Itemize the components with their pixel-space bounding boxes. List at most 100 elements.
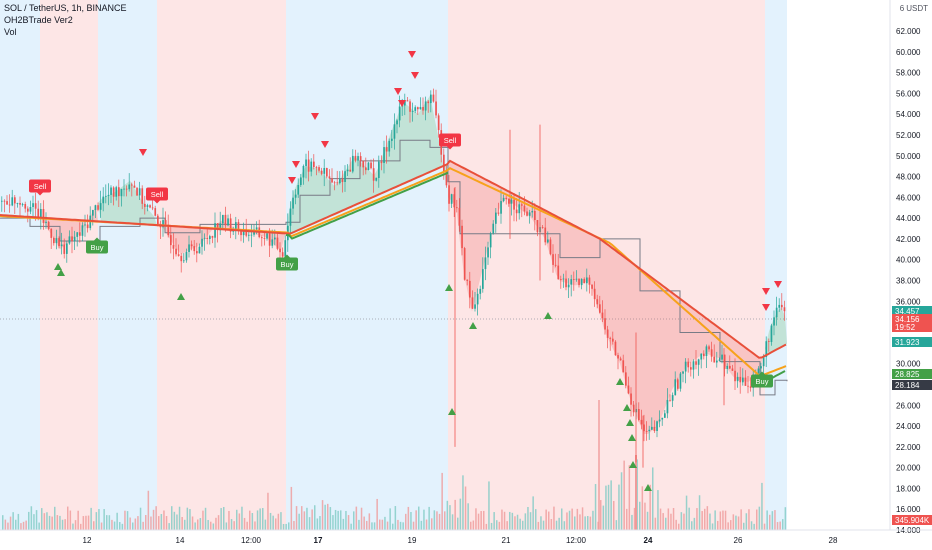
volume-bar xyxy=(171,506,173,530)
price-tick-label: 44.000 xyxy=(896,214,921,223)
volume-bar xyxy=(267,492,269,530)
volume-bar xyxy=(220,508,222,530)
candle-body xyxy=(372,168,375,181)
volume-bar xyxy=(672,507,675,530)
candle-body xyxy=(734,370,736,382)
candle-body xyxy=(154,208,157,216)
price-tick-label: 38.000 xyxy=(896,277,921,286)
candle-body xyxy=(783,307,786,312)
volume-bar xyxy=(225,522,228,530)
candle-body xyxy=(242,228,245,236)
volume-bar xyxy=(77,510,79,530)
candle-body xyxy=(349,169,352,172)
zone-band xyxy=(40,0,98,530)
volume-bar xyxy=(654,517,657,530)
candle-body xyxy=(240,230,242,236)
sell-triangle-icon xyxy=(394,88,402,95)
candle-body xyxy=(328,176,331,179)
volume-bar xyxy=(641,486,644,530)
volume-title[interactable]: Vol xyxy=(4,27,17,37)
price-tag: 34.457 xyxy=(892,306,932,316)
volume-bar xyxy=(366,520,368,530)
volume-bar xyxy=(332,515,334,530)
candle-body xyxy=(149,205,151,208)
candle-body xyxy=(534,211,536,220)
sell-triangle-icon xyxy=(321,141,329,148)
volume-bar xyxy=(730,520,732,530)
volume-bar xyxy=(72,523,74,530)
volume-bar xyxy=(93,521,95,530)
volume-bar xyxy=(696,508,698,530)
volume-bar xyxy=(756,509,758,530)
candle-body xyxy=(24,204,27,209)
price-axis[interactable]: 62.000 60.000 58.000 56.000 54.000 52.000 50.0… xyxy=(889,0,921,535)
time-axis[interactable]: 12 14 12:00 17 19 21 12:00 24 26 28 xyxy=(0,529,932,545)
candle-body xyxy=(167,224,170,236)
volume-bar xyxy=(566,512,568,530)
candle-body xyxy=(578,278,580,286)
candle-body xyxy=(97,205,99,210)
volume-bar xyxy=(709,513,711,530)
volume-bar xyxy=(459,498,462,530)
candle-body xyxy=(393,124,396,139)
volume-bar xyxy=(85,515,87,530)
candle-body xyxy=(443,154,445,172)
volume-bar xyxy=(111,519,113,530)
volume-bar xyxy=(272,515,274,530)
volume-bar xyxy=(485,523,488,530)
candle-body xyxy=(11,197,14,206)
volume-bar xyxy=(392,523,394,530)
volume-bar xyxy=(519,518,521,530)
candle-body xyxy=(640,419,643,425)
candle-body xyxy=(261,237,263,239)
volume-bar xyxy=(662,513,664,530)
volume-bar xyxy=(327,503,329,530)
candle-body xyxy=(497,212,500,214)
candle-body xyxy=(627,385,630,394)
volume-bar xyxy=(59,515,61,530)
volume-bar xyxy=(321,500,324,530)
time-tick-label: 12 xyxy=(83,536,92,545)
candle-body xyxy=(107,194,110,196)
currency-label[interactable]: 6 USDT xyxy=(900,4,928,13)
volume-bar xyxy=(626,508,628,530)
candle-body xyxy=(362,160,365,168)
signal-label-text: Sell xyxy=(444,136,457,145)
candle-body xyxy=(567,284,570,288)
volume-bar xyxy=(340,510,342,530)
candle-body xyxy=(60,244,63,247)
candle-body xyxy=(279,248,281,253)
candle-body xyxy=(206,237,209,239)
candle-body xyxy=(222,214,224,224)
volume-bar xyxy=(496,520,498,530)
candle-body xyxy=(612,338,614,342)
volume-bar xyxy=(683,513,685,530)
volume-bar xyxy=(571,508,573,530)
sell-signal-label: Sell xyxy=(146,187,168,204)
symbol-title[interactable]: SOL / TetherUS, 1h, BINANCE xyxy=(4,3,127,13)
volume-bar xyxy=(282,523,285,530)
zone-band xyxy=(0,0,40,530)
buy-signal-label: Buy xyxy=(276,254,298,271)
volume-bar xyxy=(277,513,280,530)
signal-label-box xyxy=(146,187,168,201)
candle-body xyxy=(170,235,172,246)
buy-triangle-icon xyxy=(623,404,631,411)
volume-bar xyxy=(685,495,688,530)
candle-body xyxy=(146,205,149,207)
candlesticks xyxy=(1,88,786,468)
candle-body xyxy=(692,361,695,370)
indicator-title[interactable]: OH2BTrade Ver2 xyxy=(4,15,73,25)
volume-bar xyxy=(433,510,436,530)
candle-body xyxy=(469,280,471,298)
candle-body xyxy=(300,177,302,185)
volume-bar xyxy=(598,400,600,530)
buy-triangle-icon xyxy=(644,484,652,491)
candle-body xyxy=(276,237,279,249)
volume-bar xyxy=(698,495,701,530)
volume-bar xyxy=(197,519,199,530)
candle-body xyxy=(94,205,97,210)
volume-bar xyxy=(418,506,420,530)
